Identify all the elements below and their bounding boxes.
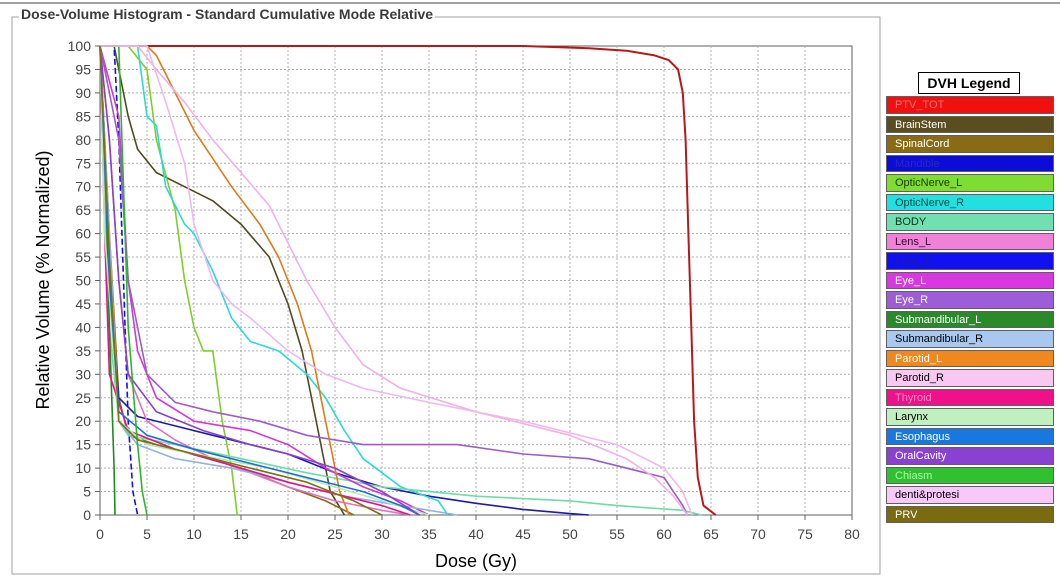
legend-item-lens-l[interactable]: Lens_L <box>886 232 1054 250</box>
legend-item-prv[interactable]: PRV <box>886 505 1054 523</box>
legend-item-ptv-tot[interactable]: PTV_TOT <box>886 96 1054 114</box>
y-axis-label: Relative Volume (% Normalized) <box>33 150 53 409</box>
y-tick-label: 75 <box>75 155 91 171</box>
x-tick-label: 5 <box>143 526 151 542</box>
legend-item-spinalcord[interactable]: SpinalCord <box>886 135 1054 153</box>
y-tick-label: 25 <box>75 390 91 406</box>
y-tick-label: 5 <box>83 484 91 500</box>
y-tick-label: 70 <box>75 179 91 195</box>
y-tick-label: 55 <box>75 249 91 265</box>
y-tick-label: 15 <box>75 437 91 453</box>
legend-item-opticnerve-l[interactable]: OpticNerve_L <box>886 174 1054 192</box>
legend-item-oralcavity[interactable]: OralCavity <box>886 447 1054 465</box>
legend-item-lens-r[interactable]: Lens_R <box>886 252 1054 270</box>
y-tick-label: 80 <box>75 132 91 148</box>
legend-item-parotid-r[interactable]: Parotid_R <box>886 369 1054 387</box>
legend-item-brainstem[interactable]: BrainStem <box>886 115 1054 133</box>
legend-title: DVH Legend <box>918 72 1020 94</box>
x-tick-label: 25 <box>327 526 343 542</box>
legend-item-larynx[interactable]: Larynx <box>886 408 1054 426</box>
series-line-eye-r <box>99 45 689 516</box>
series-line-opticnerve-l <box>100 45 238 516</box>
y-tick-label: 90 <box>75 85 91 101</box>
legend-items: PTV_TOT BrainStem SpinalCord Mandible OpticN… <box>886 96 1054 523</box>
y-tick-label: 30 <box>75 366 91 382</box>
y-tick-label: 60 <box>75 226 91 242</box>
series-line-prv <box>99 45 383 516</box>
y-tick-label: 20 <box>75 413 91 429</box>
series-line-parotid-r <box>100 45 689 516</box>
y-tick-label: 95 <box>75 61 91 77</box>
legend-item-esophagus[interactable]: Esophagus <box>886 427 1054 445</box>
y-tick-label: 40 <box>75 319 91 335</box>
x-tick-label: 60 <box>656 526 672 542</box>
series-line-parotid-l <box>100 45 350 516</box>
legend-item-submandibular-r[interactable]: Submandibular_R <box>886 330 1054 348</box>
series-line-brainstem <box>100 45 346 516</box>
legend-item-opticnerve-r[interactable]: OpticNerve_R <box>886 193 1054 211</box>
series-line-oralcavity <box>99 45 421 516</box>
panel-title: Dose-Volume Histogram - Standard Cumulat… <box>19 6 436 22</box>
dvh-legend: DVH Legend PTV_TOT BrainStem SpinalCord Man… <box>886 72 1054 525</box>
legend-item-eye-l[interactable]: Eye_L <box>886 271 1054 289</box>
y-tick-label: 0 <box>83 507 91 523</box>
y-tick-label: 85 <box>75 108 91 124</box>
ticks: 0 5 10 15 20 25 30 35 40 45 50 55 60 65 70 75 80 0 5 10 15 20… <box>68 38 860 542</box>
y-tick-label: 100 <box>68 38 92 54</box>
x-tick-label: 65 <box>703 526 719 542</box>
x-tick-label: 55 <box>609 526 625 542</box>
series-line-body <box>99 45 702 516</box>
series-line-ptv-tot <box>100 45 717 516</box>
grid <box>100 46 852 515</box>
x-tick-label: 30 <box>374 526 390 542</box>
y-tick-label: 65 <box>75 202 91 218</box>
legend-item-eye-r[interactable]: Eye_R <box>886 291 1054 309</box>
x-axis-label: Dose (Gy) <box>435 551 517 571</box>
x-tick-label: 50 <box>562 526 578 542</box>
x-tick-label: 80 <box>844 526 860 542</box>
x-tick-label: 70 <box>750 526 766 542</box>
legend-item-body[interactable]: BODY <box>886 213 1054 231</box>
legend-item-mandible[interactable]: Mandible <box>886 154 1054 172</box>
series-line-denti-protesi <box>100 45 693 516</box>
series-line-thyroid <box>99 45 411 516</box>
x-tick-label: 20 <box>280 526 296 542</box>
legend-item-thyroid[interactable]: Thyroid <box>886 388 1054 406</box>
x-tick-label: 45 <box>515 526 531 542</box>
y-tick-label: 35 <box>75 343 91 359</box>
y-tick-label: 45 <box>75 296 91 312</box>
x-tick-label: 75 <box>797 526 813 542</box>
legend-item-parotid-l[interactable]: Parotid_L <box>886 349 1054 367</box>
legend-item-chiasm[interactable]: Chiasm <box>886 466 1054 484</box>
x-tick-label: 35 <box>421 526 437 542</box>
x-tick-label: 10 <box>186 526 202 542</box>
y-tick-label: 50 <box>75 273 91 289</box>
x-tick-label: 0 <box>96 526 104 542</box>
series-line-opticnerve-r <box>100 45 449 516</box>
x-tick-label: 15 <box>233 526 249 542</box>
legend-item-denti-protesi[interactable]: denti&protesi <box>886 486 1054 504</box>
x-tick-label: 40 <box>468 526 484 542</box>
series-layer <box>99 45 717 516</box>
y-tick-label: 10 <box>75 460 91 476</box>
legend-item-submandibular-l[interactable]: Submandibular_L <box>886 310 1054 328</box>
